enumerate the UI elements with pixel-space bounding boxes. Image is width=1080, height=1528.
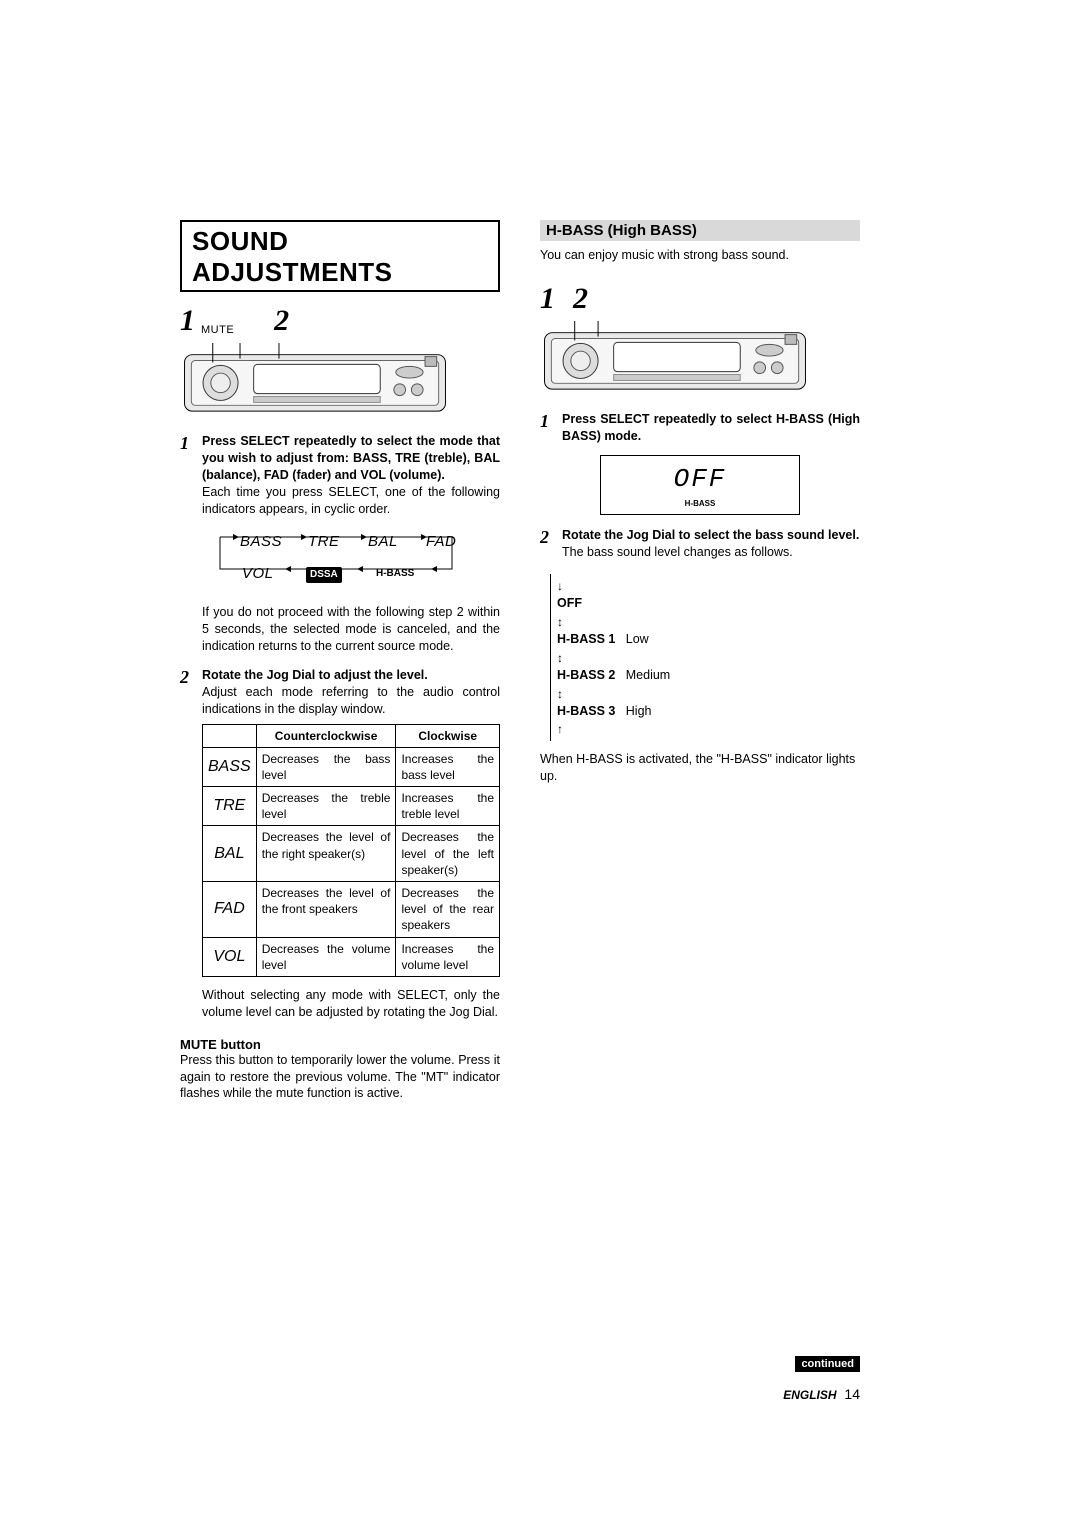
step-number: 2 xyxy=(180,667,194,977)
mute-heading: MUTE button xyxy=(180,1037,500,1052)
step-2: 2 Rotate the Jog Dial to adjust the leve… xyxy=(180,667,500,977)
left-column: SOUND ADJUSTMENTS 1 MUTE 2 xyxy=(180,220,500,1102)
table-row: VOL Decreases the volume level Increases… xyxy=(203,937,500,976)
step-1: 1 Press SELECT repeatedly to select the … xyxy=(180,433,500,655)
mute-paragraph: Press this button to temporarily lower t… xyxy=(180,1052,500,1103)
manual-page: SOUND ADJUSTMENTS 1 MUTE 2 xyxy=(180,220,860,1102)
hbass-step1-bold: Press SELECT repeatedly to select H-BASS… xyxy=(562,412,860,443)
callout-1: 1 xyxy=(540,284,555,314)
level-3-val: High xyxy=(626,704,652,718)
cycle-bass: BASS xyxy=(240,532,282,552)
table-row: BASS Decreases the bass level Increases … xyxy=(203,747,500,786)
mode-bass: BASS xyxy=(203,747,257,786)
step-number: 1 xyxy=(540,411,554,445)
hbass-step-2: 2 Rotate the Jog Dial to select the bass… xyxy=(540,527,860,561)
hbass-levels: ↓ OFF ↕ H-BASS 1 Low ↕ H-BASS 2 Medium ↕… xyxy=(550,574,860,741)
display-window: OFF H-BASS xyxy=(600,455,800,515)
page-title: SOUND ADJUSTMENTS xyxy=(180,220,500,292)
right-column: H-BASS (High BASS) You can enjoy music w… xyxy=(540,220,860,1102)
cell: Decreases the volume level xyxy=(256,937,396,976)
mode-vol: VOL xyxy=(203,937,257,976)
step-1-bold: Press SELECT repeatedly to select the mo… xyxy=(202,434,500,482)
cycle-vol: VOL xyxy=(242,564,274,584)
footer-page-number: 14 xyxy=(844,1386,860,1402)
hbass-step2-text: The bass sound level changes as follows. xyxy=(562,545,793,559)
cycle-dssa-badge: DSSA xyxy=(306,567,342,583)
mode-bal: BAL xyxy=(203,826,257,882)
callout-row: 1 MUTE 2 xyxy=(180,306,500,336)
cell: Decreases the level of the rear speakers xyxy=(396,882,500,938)
callout-2: 2 xyxy=(274,306,289,336)
cell: Decreases the level of the right speaker… xyxy=(256,826,396,882)
arrow-updown-icon: ↕ xyxy=(557,616,860,628)
level-1-val: Low xyxy=(626,632,649,646)
hbass-intro: You can enjoy music with strong bass sou… xyxy=(540,247,860,264)
arrow-updown-icon: ↕ xyxy=(557,688,860,700)
step-1-after: If you do not proceed with the following… xyxy=(202,604,500,655)
table-row: FAD Decreases the level of the front spe… xyxy=(203,882,500,938)
level-2-val: Medium xyxy=(626,668,670,682)
level-off: OFF xyxy=(557,596,582,610)
cell: Decreases the treble level xyxy=(256,787,396,826)
cell: Increases the bass level xyxy=(396,747,500,786)
arrow-up-icon: ↑ xyxy=(557,723,860,735)
display-off-text: OFF xyxy=(674,464,727,494)
mode-fad: FAD xyxy=(203,882,257,938)
th-blank xyxy=(203,724,257,747)
table-note: Without selecting any mode with SELECT, … xyxy=(180,987,500,1021)
continued-badge: continued xyxy=(795,1356,860,1372)
step-1-text: Each time you press SELECT, one of the f… xyxy=(202,485,500,516)
th-ccw: Counterclockwise xyxy=(256,724,396,747)
table-row: BAL Decreases the level of the right spe… xyxy=(203,826,500,882)
page-footer: ENGLISH 14 xyxy=(783,1386,860,1402)
step-number: 2 xyxy=(540,527,554,561)
callout-1: 1 xyxy=(180,306,195,336)
th-cw: Clockwise xyxy=(396,724,500,747)
footer-lang: ENGLISH xyxy=(783,1388,836,1402)
step-2-bold: Rotate the Jog Dial to adjust the level. xyxy=(202,668,428,682)
hbass-outro: When H-BASS is activated, the "H-BASS" i… xyxy=(540,751,860,785)
step-number: 1 xyxy=(180,433,194,655)
hbass-section-title: H-BASS (High BASS) xyxy=(540,220,860,241)
callout-row-right: 1 2 xyxy=(540,284,860,314)
mute-label: MUTE xyxy=(201,324,234,336)
cycle-tre: TRE xyxy=(308,532,340,552)
level-1-key: H-BASS 1 xyxy=(557,632,615,646)
cell: Increases the treble level xyxy=(396,787,500,826)
cycle-fad: FAD xyxy=(426,532,456,552)
cell: Decreases the level of the front speaker… xyxy=(256,882,396,938)
display-hbass-label: H-BASS xyxy=(685,499,716,508)
hbass-step2-bold: Rotate the Jog Dial to select the bass s… xyxy=(562,528,859,542)
level-3-key: H-BASS 3 xyxy=(557,704,615,718)
cycle-bal: BAL xyxy=(368,532,398,552)
adjustment-table: Counterclockwise Clockwise BASS Decrease… xyxy=(202,724,500,977)
step-2-text: Adjust each mode referring to the audio … xyxy=(202,685,500,716)
level-2-key: H-BASS 2 xyxy=(557,668,615,682)
arrow-down-icon: ↓ xyxy=(557,580,860,592)
mode-tre: TRE xyxy=(203,787,257,826)
cell: Increases the volume level xyxy=(396,937,500,976)
cycle-hbass: H-BASS xyxy=(376,567,414,581)
hbass-step-1: 1 Press SELECT repeatedly to select H-BA… xyxy=(540,411,860,445)
callout-2: 2 xyxy=(573,284,588,314)
arrow-updown-icon: ↕ xyxy=(557,652,860,664)
cell: Decreases the level of the left speaker(… xyxy=(396,826,500,882)
two-columns: SOUND ADJUSTMENTS 1 MUTE 2 xyxy=(180,220,860,1102)
table-row: TRE Decreases the treble level Increases… xyxy=(203,787,500,826)
car-stereo-illustration xyxy=(180,342,450,418)
cell: Decreases the bass level xyxy=(256,747,396,786)
car-stereo-illustration xyxy=(540,320,810,396)
